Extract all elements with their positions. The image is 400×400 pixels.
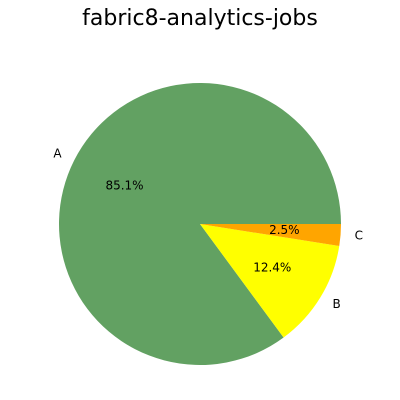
chart-title: fabric8-analytics-jobs [82,6,318,31]
pie-slices [58,82,342,365]
pct-label-b: 12.4% [253,260,291,274]
slice-label-a: A [53,147,62,161]
pie-slice-c [200,224,341,247]
slice-label-c: C [355,229,363,243]
pie-labels: A 85.1% B 12.4% C 2.5% [53,147,363,312]
pie-slice-b [200,224,340,338]
pct-label-a: 85.1% [105,178,143,192]
pct-label-c: 2.5% [269,223,300,237]
slice-label-b: B [332,297,340,311]
